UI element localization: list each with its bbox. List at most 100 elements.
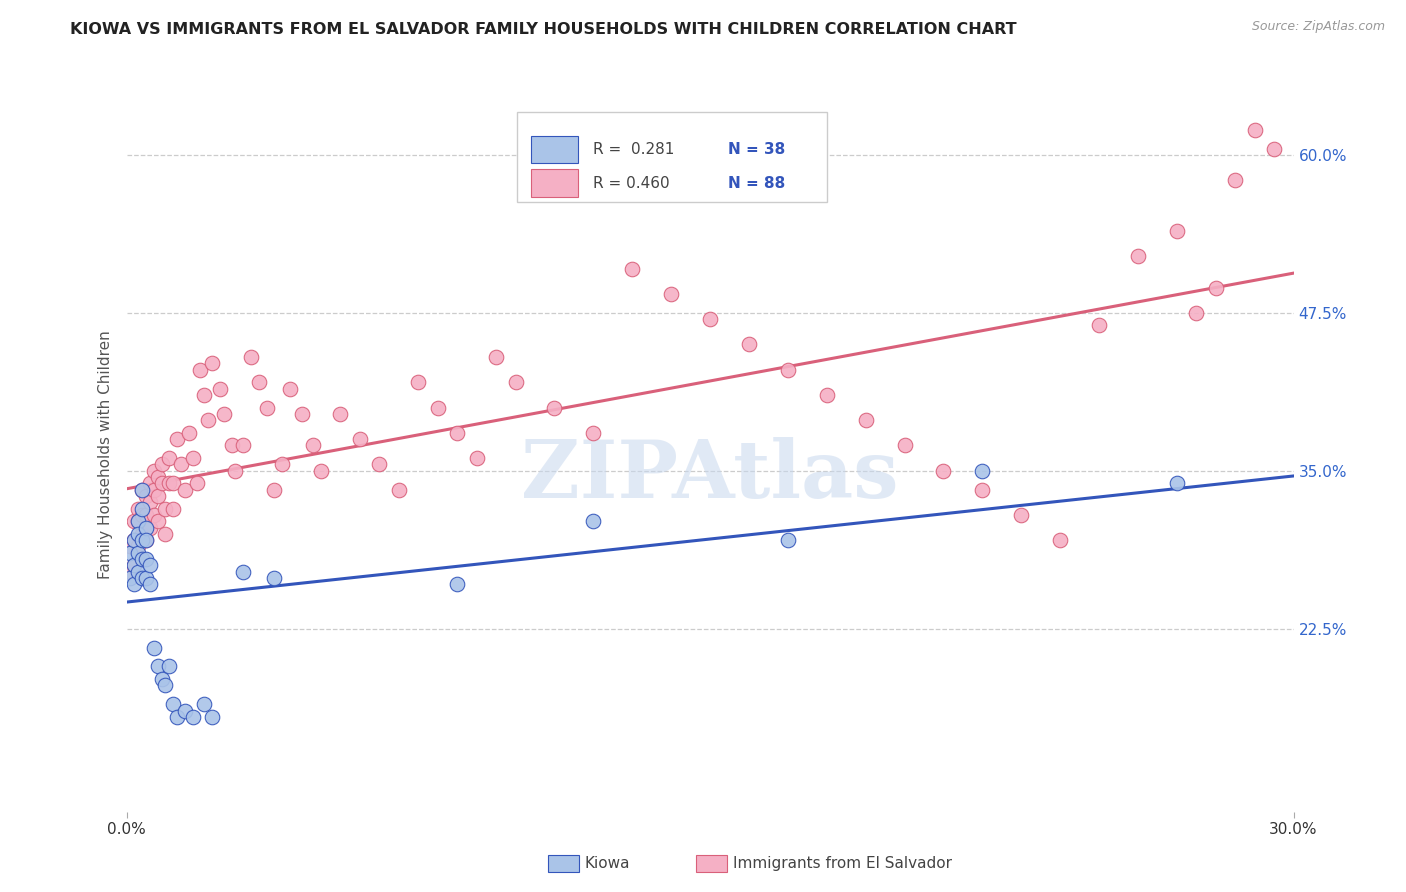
Point (150, 476, 173, 491)
Point (1088, 318, 1111, 333)
Point (124, 577, 146, 591)
Point (146, 489, 169, 503)
Point (166, 432, 188, 446)
Point (201, 356, 224, 370)
Point (131, 483, 153, 497)
Point (932, 464, 955, 478)
Point (162, 501, 184, 516)
Point (135, 552, 157, 566)
Point (174, 483, 197, 497)
Point (146, 659, 169, 673)
Point (263, 571, 285, 585)
Bar (531, 169, 578, 196)
Point (271, 458, 294, 472)
Point (142, 464, 165, 478)
Point (127, 501, 149, 516)
Point (131, 552, 153, 566)
Point (426, 401, 449, 415)
Point (139, 520, 162, 534)
Point (465, 451, 488, 466)
Point (485, 350, 508, 364)
Point (150, 672, 173, 686)
Point (193, 698, 215, 712)
Point (256, 401, 278, 415)
Point (139, 577, 162, 591)
Point (302, 438, 325, 452)
Point (408, 376, 430, 390)
Point (1263, 142, 1285, 156)
Point (543, 401, 565, 415)
Point (699, 312, 721, 326)
Point (190, 362, 212, 376)
Point (1223, 173, 1246, 187)
Point (127, 540, 149, 554)
Point (972, 483, 994, 497)
Point (142, 640, 165, 655)
Point (776, 362, 799, 376)
Point (1010, 508, 1032, 522)
Point (582, 514, 605, 528)
Text: Immigrants from El Salvador: Immigrants from El Salvador (733, 856, 952, 871)
Point (1185, 306, 1208, 320)
Point (146, 470, 169, 484)
Point (157, 476, 180, 491)
Point (124, 533, 146, 548)
Text: Kiowa: Kiowa (585, 856, 630, 871)
Point (124, 558, 146, 573)
Point (131, 533, 153, 548)
Point (1049, 533, 1071, 548)
Point (329, 407, 352, 421)
Point (131, 508, 153, 522)
Point (1205, 280, 1227, 294)
Point (290, 407, 312, 421)
Point (131, 501, 153, 516)
Point (174, 704, 197, 718)
Point (166, 710, 188, 724)
Point (193, 388, 215, 402)
Point (157, 451, 180, 466)
Point (582, 425, 605, 440)
Point (278, 382, 301, 396)
Point (155, 678, 177, 692)
Point (388, 483, 411, 497)
Point (120, 571, 142, 585)
Point (232, 438, 254, 452)
Point (972, 464, 994, 478)
Point (368, 458, 391, 472)
Point (349, 432, 371, 446)
Point (659, 286, 682, 301)
Point (127, 514, 149, 528)
Point (186, 476, 208, 491)
Point (240, 350, 263, 364)
Point (815, 388, 838, 402)
Point (177, 425, 200, 440)
Text: ZIPAtlas: ZIPAtlas (522, 437, 898, 516)
Point (232, 565, 254, 579)
Point (157, 659, 180, 673)
Point (221, 438, 243, 452)
Point (446, 577, 468, 591)
Text: R = 0.460: R = 0.460 (593, 176, 669, 191)
Point (135, 571, 157, 585)
Text: R =  0.281: R = 0.281 (593, 142, 675, 157)
Text: KIOWA VS IMMIGRANTS FROM EL SALVADOR FAMILY HOUSEHOLDS WITH CHILDREN CORRELATION: KIOWA VS IMMIGRANTS FROM EL SALVADOR FAM… (70, 22, 1017, 37)
Point (738, 337, 761, 351)
Point (120, 565, 142, 579)
Point (146, 514, 169, 528)
Point (135, 533, 157, 548)
Point (208, 382, 231, 396)
Point (120, 540, 142, 554)
Text: N = 38: N = 38 (727, 142, 785, 157)
Point (212, 407, 235, 421)
Point (181, 710, 204, 724)
Y-axis label: Family Households with Children: Family Households with Children (97, 331, 112, 579)
Point (162, 698, 184, 712)
Point (131, 526, 153, 541)
Point (1243, 122, 1265, 136)
Point (127, 546, 149, 560)
Point (197, 413, 219, 427)
Point (170, 458, 193, 472)
Point (162, 476, 184, 491)
Point (224, 464, 246, 478)
Point (142, 508, 165, 522)
